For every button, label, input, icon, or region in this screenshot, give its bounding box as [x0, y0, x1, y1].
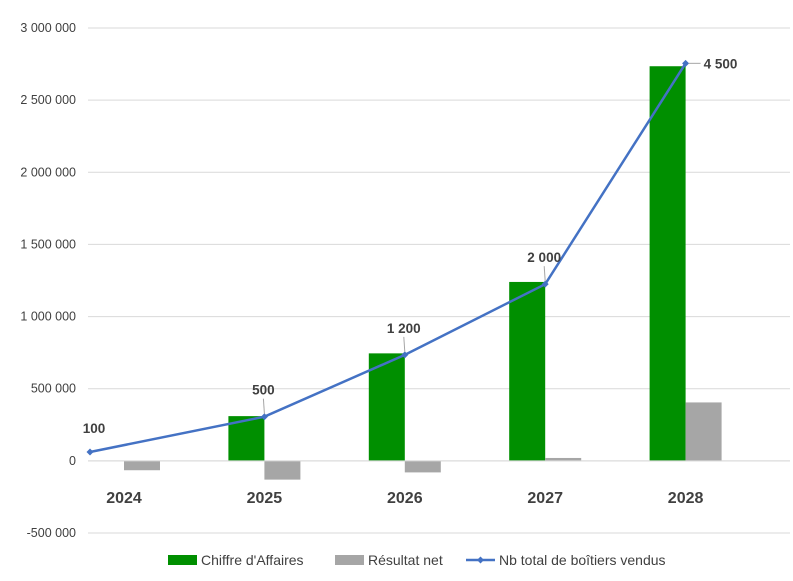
y-tick-label: 500 000 — [31, 382, 76, 396]
bars — [124, 66, 722, 480]
leader-line — [543, 266, 546, 282]
legend-label: Résultat net — [368, 552, 443, 568]
line-series — [86, 59, 690, 456]
line-point — [260, 413, 268, 421]
line-point — [682, 59, 690, 67]
bar-chiffre-affaires — [649, 66, 686, 461]
legend: Chiffre d'Affaires Résultat net Nb total d… — [168, 552, 666, 568]
line-point — [401, 351, 409, 359]
data-labels: 100 500 1 200 2 000 4 500 — [83, 56, 738, 436]
x-category-label: 2027 — [527, 490, 563, 507]
x-category-label: 2025 — [247, 490, 283, 507]
y-tick-label: 2 000 000 — [20, 165, 76, 179]
y-tick-label: 3 000 000 — [20, 21, 76, 35]
bar-resultat-net — [404, 460, 441, 473]
line-data-label: 500 — [252, 383, 275, 398]
line-data-label: 2 000 — [527, 250, 561, 265]
x-category-label: 2024 — [106, 490, 142, 507]
line-data-label: 1 200 — [387, 321, 421, 336]
legend-swatch — [335, 555, 364, 565]
legend-label: Nb total de boîtiers vendus — [499, 552, 666, 568]
bar-resultat-net — [545, 457, 582, 461]
legend-swatch — [168, 555, 197, 565]
x-category-label: 2026 — [387, 490, 423, 507]
y-tick-label: 1 500 000 — [20, 237, 76, 251]
bar-chiffre-affaires — [509, 281, 546, 461]
leader-line — [403, 336, 406, 352]
x-category-label: 2028 — [668, 490, 704, 507]
line-data-label: 100 — [83, 421, 106, 436]
bar-resultat-net — [264, 460, 301, 480]
legend-marker — [477, 556, 484, 564]
y-tick-label: -500 000 — [27, 526, 76, 540]
bar-resultat-net — [685, 402, 722, 461]
bar-resultat-net — [124, 460, 160, 471]
legend-label: Chiffre d'Affaires — [201, 552, 304, 568]
line-data-label: 4 500 — [704, 56, 738, 71]
leader-line — [262, 398, 265, 414]
y-axis: -500 000 0 500 000 1 000 000 1 500 000 2 000 … — [20, 21, 76, 540]
line-point — [86, 448, 94, 456]
y-tick-label: 2 500 000 — [20, 93, 76, 107]
x-axis: 2024 2025 2026 2027 2028 — [88, 460, 790, 507]
bar-chiffre-affaires — [368, 353, 405, 461]
y-tick-label: 1 000 000 — [20, 310, 76, 324]
y-tick-label: 0 — [69, 454, 76, 468]
line-point — [541, 280, 549, 288]
